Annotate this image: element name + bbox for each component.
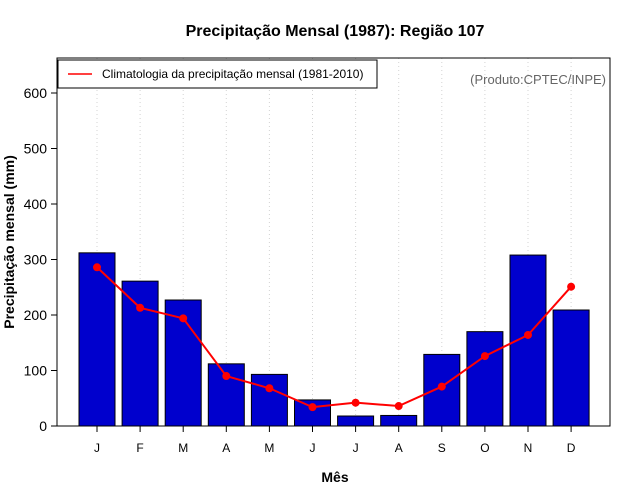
credit-text: (Produto:CPTEC/INPE) [470, 72, 606, 87]
climatology-point-8 [394, 402, 403, 411]
climatology-point-10 [480, 352, 489, 361]
vertical-grid [96, 58, 572, 426]
climatology-point-9 [437, 382, 446, 391]
legend-box [57, 59, 378, 89]
climatology-point-12 [567, 282, 576, 291]
bar-8 [380, 414, 418, 427]
x-tick-label: S [438, 441, 446, 455]
bar-2 [121, 280, 159, 427]
y-tick-label: 0 [39, 418, 47, 434]
climatology-series [93, 263, 576, 412]
climatology-point-1 [93, 263, 101, 272]
y-tick-label: 400 [24, 196, 48, 212]
climatology-point-4 [222, 372, 231, 381]
x-tick-label: A [395, 441, 403, 455]
bar-5 [250, 373, 288, 427]
x-axis-title: Mês [321, 469, 348, 485]
x-tick-label: J [353, 441, 359, 455]
bar-series [78, 252, 590, 427]
x-tick-label: J [310, 441, 316, 455]
climatology-point-6 [308, 403, 317, 412]
bar-12 [552, 309, 590, 427]
climatology-point-3 [179, 314, 188, 323]
y-tick-label: 300 [24, 252, 48, 268]
climatology-point-2 [136, 303, 145, 312]
climatology-point-7 [351, 398, 360, 407]
climatology-point-11 [524, 330, 532, 339]
x-tick-label: M [264, 441, 274, 455]
chart-title: Precipitação Mensal (1987): Região 107 [186, 23, 485, 40]
legend-label: Climatologia da precipitação mensal (198… [102, 67, 363, 81]
x-tick-label: M [178, 441, 188, 455]
plot-frame [56, 57, 611, 427]
x-tick-label: O [480, 441, 489, 455]
bar-7 [337, 415, 375, 427]
bar-10 [466, 331, 504, 427]
y-tick-label: 500 [24, 141, 48, 157]
x-tick-label: N [524, 441, 533, 455]
x-tick-label: A [222, 441, 230, 455]
x-tick-label: D [567, 441, 576, 455]
bar-1 [78, 252, 116, 427]
climatology-line [96, 266, 572, 409]
legend: Climatologia da precipitação mensal (198… [57, 59, 378, 89]
y-axis-title: Precipitação mensal (mm) [1, 155, 17, 329]
x-tick-label: F [136, 441, 143, 455]
y-tick-label: 600 [24, 85, 48, 101]
y-axis: 0 100 200 300 400 500 600 [24, 85, 57, 434]
x-tick-label: J [94, 441, 100, 455]
y-tick-label: 100 [24, 363, 48, 379]
climatology-point-5 [265, 384, 274, 393]
y-tick-label: 200 [24, 307, 48, 323]
